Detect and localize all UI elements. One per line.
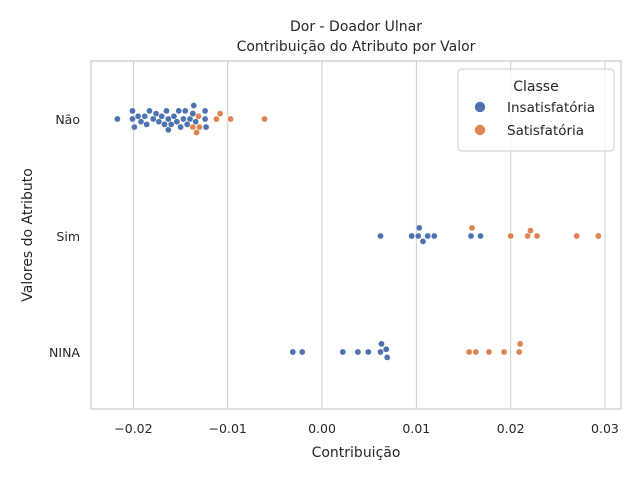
point-insatisfatoria-nao — [152, 110, 160, 117]
legend-marker-satisfatoria — [474, 124, 486, 136]
point-insatisfatoria-sim — [415, 224, 423, 232]
point-satisfatoria-nina — [485, 348, 493, 356]
point-insatisfatoria-nao — [131, 123, 138, 131]
point-insatisfatoria-nao — [201, 107, 209, 115]
point-insatisfatoria-nina — [378, 340, 385, 348]
point-insatisfatoria-nao — [164, 115, 172, 123]
point-insatisfatoria-nao — [129, 107, 136, 115]
point-insatisfatoria-nao — [192, 118, 200, 126]
point-insatisfatoria-nao — [183, 121, 191, 128]
point-satisfatoria-sim — [527, 227, 534, 234]
point-insatisfatoria-nao — [180, 115, 187, 123]
point-satisfatoria-nao — [193, 129, 200, 136]
point-satisfatoria-nina — [500, 348, 508, 356]
point-satisfatoria-nao — [189, 123, 197, 131]
point-insatisfatoria-sim — [414, 232, 422, 240]
point-insatisfatoria-nina — [383, 354, 391, 361]
point-satisfatoria-nao — [213, 115, 220, 123]
point-satisfatoria-sim — [595, 232, 602, 240]
y-tick-label-sim: Sim — [56, 229, 80, 244]
x-axis-ticks: −0.02 −0.01 0.00 0.01 0.02 0.03 — [114, 421, 619, 436]
point-insatisfatoria-sim — [467, 232, 475, 240]
point-insatisfatoria-nao — [161, 121, 168, 128]
point-insatisfatoria-nao — [181, 107, 189, 115]
point-satisfatoria-nina — [465, 348, 473, 356]
point-satisfatoria-sim — [524, 232, 531, 240]
point-insatisfatoria-nina — [354, 348, 362, 356]
point-insatisfatoria-nao — [114, 115, 121, 123]
y-axis-label: Valores do Atributo — [20, 168, 36, 302]
point-insatisfatoria-sim — [408, 232, 415, 240]
chart-subtitle: Contribuição do Atributo por Valor — [237, 39, 476, 55]
point-insatisfatoria-sim — [430, 232, 438, 240]
y-tick-label-nina: NINA — [49, 345, 80, 360]
point-insatisfatoria-sim — [419, 238, 427, 245]
point-satisfatoria-nina — [515, 348, 523, 356]
point-insatisfatoria-nina — [289, 348, 297, 356]
legend-label-satisfatoria: Satisfatória — [507, 123, 584, 139]
point-insatisfatoria-nao — [158, 112, 166, 120]
point-satisfatoria-nao — [216, 110, 224, 117]
point-satisfatoria-sim — [573, 232, 581, 240]
point-satisfatoria-sim — [533, 232, 541, 240]
chart-title: Dor - Doador Ulnar — [290, 19, 422, 35]
point-satisfatoria-nina — [516, 340, 524, 348]
y-axis-ticks: Não Sim NINA — [49, 112, 80, 360]
point-insatisfatoria-nao — [164, 126, 172, 134]
x-tick-label: 0.02 — [497, 421, 525, 436]
point-insatisfatoria-nina — [339, 348, 347, 356]
point-satisfatoria-nao — [261, 115, 268, 123]
y-tick-label-nao: Não — [55, 112, 80, 127]
point-satisfatoria-sim — [468, 224, 476, 232]
point-insatisfatoria-nao — [186, 115, 194, 123]
legend-label-insatisfatoria: Insatisfatória — [507, 100, 595, 116]
legend: Classe Insatisfatória Satisfatória — [457, 68, 615, 152]
point-insatisfatoria-nao — [175, 107, 183, 115]
data-points — [114, 102, 602, 361]
point-insatisfatoria-nao — [146, 107, 153, 115]
point-insatisfatoria-nao — [167, 121, 175, 128]
x-tick-label: 0.03 — [591, 421, 619, 436]
x-tick-label: 0.00 — [308, 421, 336, 436]
plot-frame — [90, 60, 622, 410]
point-insatisfatoria-sim — [377, 232, 384, 240]
point-insatisfatoria-nao — [177, 123, 184, 131]
point-satisfatoria-nao — [196, 123, 203, 131]
point-insatisfatoria-nina — [298, 348, 306, 356]
point-insatisfatoria-nao — [173, 118, 181, 126]
legend-box — [457, 68, 615, 152]
point-satisfatoria-nina — [472, 348, 480, 356]
point-insatisfatoria-nina — [377, 348, 384, 356]
point-insatisfatoria-sim — [424, 232, 432, 240]
x-axis-label: Contribuição — [312, 445, 401, 461]
point-insatisfatoria-nao — [143, 121, 150, 128]
point-insatisfatoria-nina — [364, 348, 372, 356]
point-insatisfatoria-nao — [134, 112, 142, 120]
point-satisfatoria-nao — [195, 112, 202, 120]
point-insatisfatoria-nao — [141, 112, 149, 120]
point-insatisfatoria-nina — [382, 345, 390, 353]
point-insatisfatoria-nao — [155, 118, 163, 126]
x-tick-label: 0.01 — [402, 421, 430, 436]
point-insatisfatoria-sim — [477, 232, 484, 240]
legend-marker-insatisfatoria — [474, 101, 486, 113]
x-tick-label: −0.01 — [209, 421, 247, 436]
legend-title: Classe — [513, 79, 558, 95]
point-insatisfatoria-nao — [163, 107, 170, 115]
point-satisfatoria-sim — [507, 232, 515, 240]
point-insatisfatoria-nao — [149, 115, 157, 123]
point-insatisfatoria-nao — [190, 102, 198, 109]
point-insatisfatoria-nao — [201, 115, 209, 123]
point-insatisfatoria-nao — [137, 118, 145, 126]
x-tick-label: −0.02 — [114, 421, 152, 436]
point-insatisfatoria-nao — [170, 112, 178, 120]
point-insatisfatoria-nao — [129, 115, 136, 123]
point-satisfatoria-nao — [227, 115, 234, 123]
point-insatisfatoria-nao — [189, 110, 197, 117]
point-insatisfatoria-nao — [202, 123, 210, 131]
